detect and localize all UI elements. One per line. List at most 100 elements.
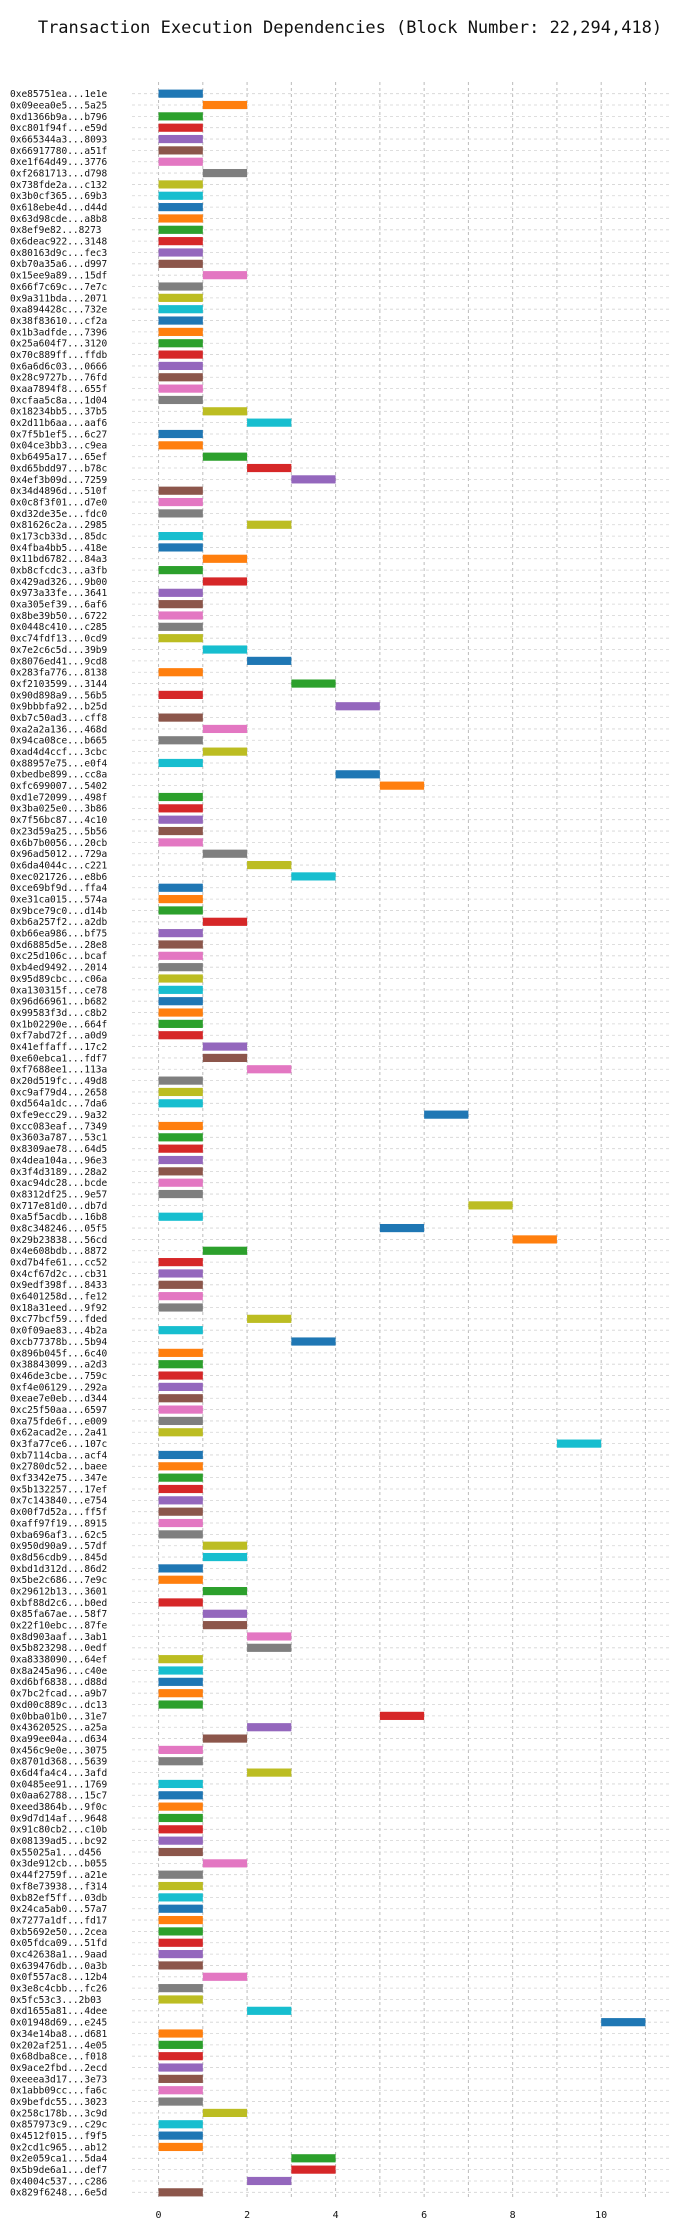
bar-0x81626c2a...2985 bbox=[247, 520, 292, 529]
y-tick-label: 0x5b9de6a1...def7 bbox=[10, 2165, 107, 2176]
bar-0x95d89cbc...c06a bbox=[158, 974, 203, 983]
bar-0xe31ca015...574a bbox=[158, 895, 203, 904]
bar-0xb5692e50...2cea bbox=[158, 1927, 203, 1936]
y-tick-label: 0x85fa67ae...58f7 bbox=[10, 1609, 107, 1620]
bar-0x80163d9c...fec3 bbox=[158, 248, 203, 257]
bar-0x28c9727b...76fd bbox=[158, 373, 203, 382]
y-tick-label: 0x429ad326...9b00 bbox=[10, 577, 108, 588]
bar-0x665344a3...8093 bbox=[158, 134, 203, 144]
y-tick-label: 0x3603a787...53c1 bbox=[10, 1133, 108, 1144]
bar-0xa305ef39...6af6 bbox=[158, 600, 203, 609]
y-tick-label: 0x3de912cb...b055 bbox=[10, 1859, 107, 1870]
y-tick-label: 0x5fc53c3...2b03 bbox=[10, 1995, 102, 2006]
y-tick-label: 0xeeea3d17...3e73 bbox=[10, 2074, 107, 2085]
bar-0xc25f50aa...6597 bbox=[158, 1405, 203, 1414]
bar-0x639476db...0a3b bbox=[158, 1961, 203, 1970]
bar-0x44f2759f...a21e bbox=[158, 1870, 203, 1879]
y-tick-label: 0x66f7c69c...7e7c bbox=[10, 282, 107, 293]
y-tick-label: 0x00f7d52a...ff5f bbox=[10, 1507, 107, 1518]
bar-0x5b9de6a1...def7 bbox=[291, 2165, 336, 2174]
y-tick-label: 0xfc699007...5402 bbox=[10, 781, 107, 792]
grid-lines bbox=[132, 82, 672, 2198]
bar-0xce69bf9d...ffa4 bbox=[158, 883, 203, 892]
bar-0x8309ae78...64d5 bbox=[158, 1144, 203, 1153]
bar-0x8701d368...5639 bbox=[158, 1757, 203, 1766]
bar-0x4512f015...f9f5 bbox=[158, 2131, 203, 2140]
y-tick-label: 0x22f10ebc...87fe bbox=[10, 1621, 108, 1632]
bar-0xc42638a1...9aad bbox=[158, 1950, 203, 1959]
y-tick-label: 0xe85751ea...1e1e bbox=[10, 89, 108, 100]
bar-0x7e2c6c5d...39b9 bbox=[202, 645, 248, 654]
y-tick-label: 0x34e14ba8...d681 bbox=[10, 2029, 108, 2040]
bars bbox=[158, 89, 646, 2197]
bar-0x8d903aaf...3ab1 bbox=[247, 1632, 292, 1641]
bar-0x9d7d14af...9648 bbox=[158, 1813, 203, 1823]
bar-0x2d11b6aa...aaf6 bbox=[247, 418, 292, 427]
bar-0xf4e06129...292a bbox=[158, 1382, 203, 1391]
bar-0x202af251...4e05 bbox=[158, 2040, 203, 2049]
y-tick-label: 0x38f83610...cf2a bbox=[10, 316, 107, 327]
bar-0x717e81d0...db7d bbox=[468, 1201, 513, 1210]
y-tick-label: 0x05fdca09...51fd bbox=[10, 1938, 107, 1949]
bar-0x3603a787...53c1 bbox=[158, 1133, 203, 1142]
y-tick-label: 0x6a6d6c03...0666 bbox=[10, 361, 108, 372]
bar-0xba696af3...62c5 bbox=[158, 1530, 203, 1539]
y-tick-label: 0x88957e75...e0f4 bbox=[10, 758, 108, 769]
y-tick-label: 0x9edf398f...8433 bbox=[10, 1280, 107, 1291]
bar-0x38843099...a2d3 bbox=[158, 1360, 203, 1369]
y-tick-label: 0x7e2c6c5d...39b9 bbox=[10, 645, 108, 656]
y-tick-label: 0xf3342e75...347e bbox=[10, 1473, 108, 1484]
y-tick-label: 0xba696af3...62c5 bbox=[10, 1530, 107, 1541]
y-tick-label: 0xd1e72099...498f bbox=[10, 792, 107, 803]
y-tick-label: 0xc77bcf59...fded bbox=[10, 1314, 107, 1325]
y-tick-label: 0xb6495a17...65ef bbox=[10, 452, 107, 463]
bar-0x55025a1...d456 bbox=[158, 1847, 203, 1857]
bar-0xbf88d2c6...b0ed bbox=[158, 1598, 203, 1607]
bar-0x5b823298...0edf bbox=[247, 1643, 292, 1652]
y-tick-label: 0xbedbe899...cc8a bbox=[10, 770, 107, 781]
y-tick-label: 0x2e059ca1...5da4 bbox=[10, 2154, 108, 2165]
y-tick-label: 0xf2681713...d798 bbox=[10, 168, 108, 179]
bar-0x896b045f...6c40 bbox=[158, 1348, 203, 1357]
y-tick-label: 0xe31ca015...574a bbox=[10, 895, 107, 906]
bar-0x0448c410...c285 bbox=[158, 622, 203, 631]
bar-0x8c348246...05f5 bbox=[379, 1223, 425, 1233]
bar-0x6d4fa4c4...3afd bbox=[247, 1768, 292, 1777]
y-tick-label: 0x829f6248...6e5d bbox=[10, 2188, 107, 2199]
y-tick-label: 0xd1366b9a...b796 bbox=[10, 112, 108, 123]
y-tick-label: 0x8312df25...9e57 bbox=[10, 1189, 107, 1200]
bar-0x00f7d52a...ff5f bbox=[158, 1507, 203, 1516]
bar-0x29612b13...3601 bbox=[202, 1587, 248, 1596]
bar-0x04ce3bb3...c9ea bbox=[158, 441, 203, 450]
bar-0x46de3cbe...759c bbox=[158, 1371, 203, 1380]
bar-0x8a245a96...c40e bbox=[158, 1666, 203, 1675]
y-tick-label: 0x11bd6782...84a3 bbox=[10, 554, 107, 565]
y-tick-label: 0x8a245a96...c40e bbox=[10, 1666, 108, 1677]
bar-0x66917780...a51f bbox=[158, 146, 203, 155]
bar-0x6deac922...3148 bbox=[158, 237, 203, 246]
y-tick-label: 0x1abb09cc...fa6c bbox=[10, 2086, 107, 2097]
y-tick-label: 0xcc083eaf...7349 bbox=[10, 1121, 108, 1132]
y-tick-label: 0xd564a1dc...7da6 bbox=[10, 1099, 108, 1110]
bar-0xbd1d312d...86d2 bbox=[158, 1564, 203, 1573]
y-tick-label: 0xf8e73938...f314 bbox=[10, 1881, 108, 1892]
bar-0x23d59a25...5b56 bbox=[158, 826, 203, 836]
bar-0xd32de35e...fdc0 bbox=[158, 509, 203, 518]
y-tick-label: 0x896b045f...6c40 bbox=[10, 1348, 108, 1359]
y-tick-label: 0x7277a1df...fd17 bbox=[10, 1915, 107, 1926]
bar-0xb6495a17...65ef bbox=[202, 452, 248, 461]
y-tick-label: 0xc74fdf13...0cd9 bbox=[10, 634, 108, 645]
bar-0xc77bcf59...fded bbox=[247, 1314, 292, 1323]
bar-0x34e14ba8...d681 bbox=[158, 2029, 203, 2038]
y-tick-label: 0x3fa77ce6...107c bbox=[10, 1439, 107, 1450]
bar-0x829f6248...6e5d bbox=[158, 2188, 203, 2197]
bar-0x456c9e0e...3075 bbox=[158, 1745, 203, 1754]
y-tick-label: 0x665344a3...8093 bbox=[10, 134, 107, 145]
bar-0xb70a35a6...d997 bbox=[158, 259, 203, 268]
y-tick-label: 0xb4ed9492...2014 bbox=[10, 963, 108, 974]
bar-0x1b3adfde...7396 bbox=[158, 327, 203, 336]
bar-0x8312df25...9e57 bbox=[158, 1189, 203, 1199]
y-tick-label: 0xaff97f19...8915 bbox=[10, 1518, 107, 1529]
bar-0xa894428c...732e bbox=[158, 305, 203, 314]
